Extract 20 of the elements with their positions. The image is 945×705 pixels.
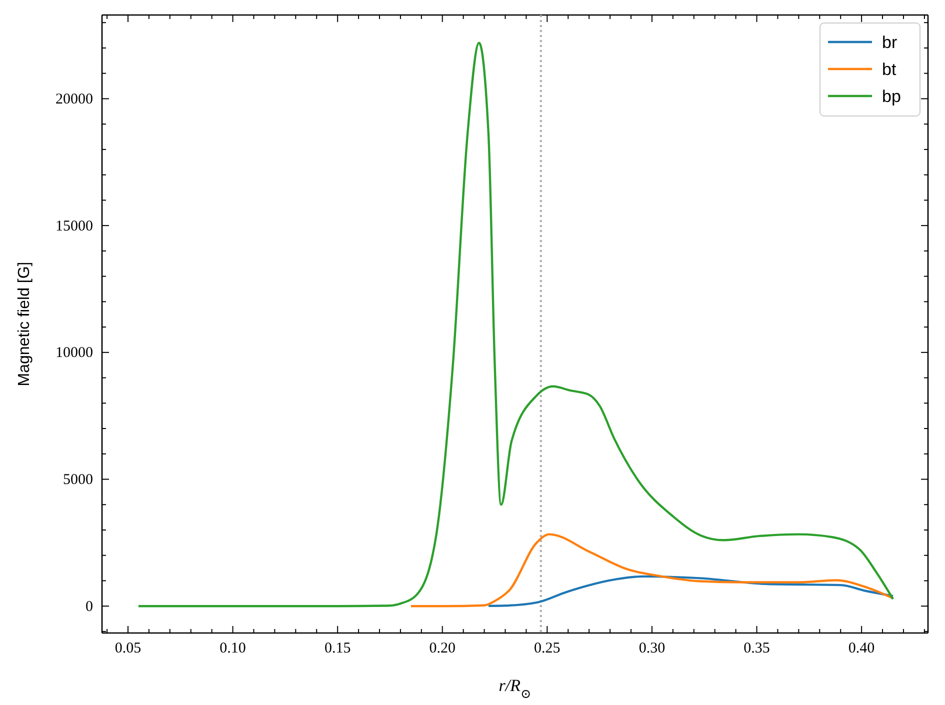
x-tick-label: 0.25 xyxy=(534,640,560,657)
line-series xyxy=(487,575,894,607)
x-tick-label: 0.40 xyxy=(848,640,875,657)
x-tick-label: 0.20 xyxy=(429,640,456,657)
legend-label: br xyxy=(882,33,898,52)
legend-label: bt xyxy=(882,60,896,79)
y-tick-label: 15000 xyxy=(56,218,93,234)
y-axis-title: Magnetic field [G] xyxy=(16,262,33,386)
x-tick-label: 0.15 xyxy=(324,640,351,657)
x-tick-label: 0.30 xyxy=(638,640,666,657)
legend-label: bp xyxy=(882,87,901,106)
x-tick-label: 0.05 xyxy=(114,640,142,657)
y-tick-label: 5000 xyxy=(63,472,93,488)
x-axis-title: r/R$_{⊙}$ xyxy=(498,676,532,701)
y-tick-label: 10000 xyxy=(56,345,93,362)
x-tick-label: 0.35 xyxy=(744,640,770,657)
y-tick-label: 20000 xyxy=(56,92,93,108)
y-tick-label: 0 xyxy=(86,598,93,615)
line-series xyxy=(410,533,894,608)
x-tick-label: 0.10 xyxy=(220,640,246,657)
